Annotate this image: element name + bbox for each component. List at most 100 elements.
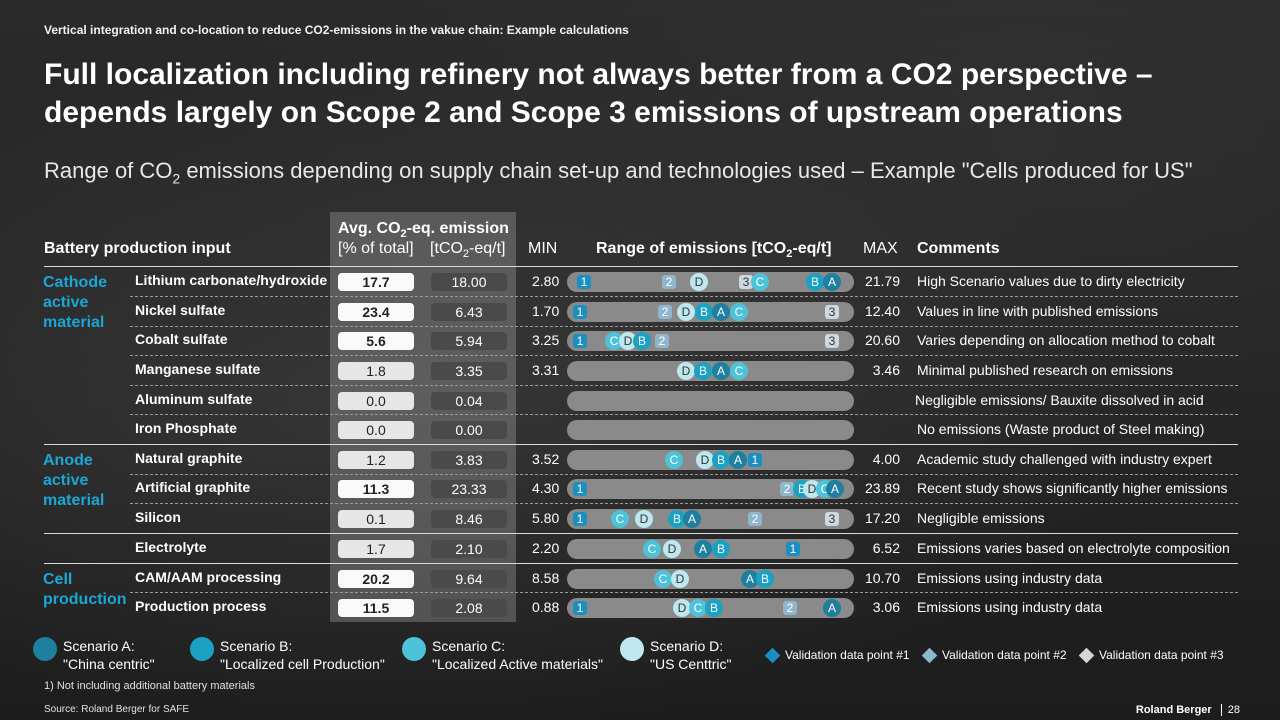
page-number: 28 bbox=[1220, 704, 1240, 716]
scenario-b-marker: B bbox=[756, 570, 774, 588]
legend-scenario-a: Scenario A: "China centric" bbox=[63, 638, 155, 672]
source: Source: Roland Berger for SAFE bbox=[44, 704, 190, 715]
header-comments: Comments bbox=[917, 240, 1000, 257]
row-divider bbox=[130, 355, 1238, 356]
header-rule bbox=[44, 266, 1238, 267]
row-label: Production process bbox=[135, 598, 267, 614]
scenario-a-marker: A bbox=[712, 303, 730, 321]
scenario-c-marker: C bbox=[654, 570, 672, 588]
scenario-c-marker: C bbox=[751, 273, 769, 291]
legend-validation-1: Validation data point #1 bbox=[785, 648, 910, 662]
scenario-d-swatch bbox=[620, 637, 644, 661]
pct-value: 0.1 bbox=[338, 510, 414, 528]
range-track bbox=[567, 420, 854, 440]
validation-2-marker: 2 bbox=[658, 305, 672, 319]
comment: Academic study challenged with industry … bbox=[917, 451, 1212, 467]
row-label: Natural graphite bbox=[135, 450, 243, 466]
header-input: Battery production input bbox=[44, 240, 231, 257]
category-anode-line2: active bbox=[43, 472, 89, 489]
t-value: 2.10 bbox=[431, 540, 507, 558]
scenario-d-marker: D bbox=[635, 510, 653, 528]
footnote: 1) Not including additional battery mate… bbox=[44, 680, 255, 692]
title-line-2: depends largely on Scope 2 and Scope 3 e… bbox=[44, 96, 1123, 129]
min-value: 5.80 bbox=[532, 510, 560, 526]
category-anode-line1: Anode bbox=[43, 452, 93, 469]
min-value: 2.20 bbox=[532, 540, 560, 556]
range-track bbox=[567, 272, 854, 292]
comment: Negligible emissions/ Bauxite dissolved … bbox=[915, 392, 1204, 408]
validation-2-marker: 2 bbox=[780, 482, 794, 496]
comment: Recent study shows significantly higher … bbox=[917, 480, 1228, 496]
row-label: CAM/AAM processing bbox=[135, 569, 282, 585]
min-value: 3.31 bbox=[532, 362, 560, 378]
page-title: Full localization including refinery not… bbox=[44, 56, 1244, 132]
scenario-a-swatch bbox=[33, 637, 57, 661]
t-value: 0.00 bbox=[431, 421, 507, 439]
category-anode-line3: material bbox=[43, 492, 105, 509]
legend-validation-2: Validation data point #2 bbox=[942, 648, 1067, 662]
group-rule bbox=[44, 563, 1238, 564]
scenario-b-marker: B bbox=[695, 303, 713, 321]
t-value: 18.00 bbox=[431, 273, 507, 291]
scenario-b-marker: B bbox=[694, 362, 712, 380]
header-avg-sub: 2 bbox=[400, 228, 407, 241]
validation-1-marker: 1 bbox=[748, 453, 762, 467]
category-cathode: Cathode active material bbox=[43, 273, 107, 333]
scenario-c-marker: C bbox=[611, 510, 629, 528]
pct-value: 11.3 bbox=[338, 480, 414, 498]
max-value: 17.20 bbox=[864, 510, 900, 526]
validation-3-marker: 3 bbox=[825, 334, 839, 348]
validation-1-diamond-icon bbox=[764, 647, 781, 664]
header-range-post: -eq/t] bbox=[792, 240, 832, 257]
scenario-a-marker: A bbox=[741, 570, 759, 588]
validation-2-marker: 2 bbox=[748, 512, 762, 526]
header-avg-t: [tCO2-eq/t] bbox=[430, 240, 505, 260]
pct-value: 0.0 bbox=[338, 421, 414, 439]
pct-value: 20.2 bbox=[338, 570, 414, 588]
validation-2-marker: 2 bbox=[783, 601, 797, 615]
min-value: 0.88 bbox=[532, 599, 560, 615]
category-anode: Anode active material bbox=[43, 451, 104, 511]
t-value: 5.94 bbox=[431, 332, 507, 350]
comment: Emissions using industry data bbox=[917, 570, 1103, 586]
scenario-c-swatch bbox=[402, 637, 426, 661]
header-avg-pre: Avg. CO bbox=[338, 220, 401, 237]
scenario-a-marker: A bbox=[826, 480, 844, 498]
subtitle-pre: Range of CO bbox=[44, 158, 173, 183]
row-label: Nickel sulfate bbox=[135, 302, 226, 318]
row-divider bbox=[130, 474, 1238, 475]
scenario-d-marker: D bbox=[673, 599, 691, 617]
header-avg-post: -eq. emission bbox=[406, 220, 509, 237]
header-avg-pct: [% of total] bbox=[338, 240, 414, 257]
t-value: 23.33 bbox=[431, 480, 507, 498]
pct-value: 1.7 bbox=[338, 540, 414, 558]
pct-value: 1.2 bbox=[338, 451, 414, 469]
scenario-b-marker: B bbox=[712, 451, 730, 469]
header-range-sub: 2 bbox=[786, 248, 793, 261]
t-value: 2.08 bbox=[431, 599, 507, 617]
scenario-b-swatch bbox=[190, 637, 214, 661]
comment: Emissions varies based on electrolyte co… bbox=[917, 540, 1230, 556]
category-cell-line2: production bbox=[43, 591, 127, 608]
scenario-b-marker: B bbox=[806, 273, 824, 291]
comment: Emissions using industry data bbox=[917, 599, 1103, 615]
pct-value: 23.4 bbox=[338, 303, 414, 321]
legend-scenario-c: Scenario C: "Localized Active materials" bbox=[432, 638, 604, 672]
subtitle-sub: 2 bbox=[172, 170, 181, 187]
scenario-d-marker: D bbox=[677, 303, 695, 321]
header-avg-t-post: -eq/t] bbox=[469, 240, 506, 257]
pct-value: 1.8 bbox=[338, 362, 414, 380]
comment: Varies depending on allocation method to… bbox=[917, 332, 1215, 348]
min-value: 2.80 bbox=[532, 273, 560, 289]
scenario-b-marker: B bbox=[712, 540, 730, 558]
scenario-b-marker: B bbox=[633, 332, 651, 350]
t-value: 3.35 bbox=[431, 362, 507, 380]
row-label: Silicon bbox=[135, 509, 181, 525]
min-value: 4.30 bbox=[532, 480, 560, 496]
subtitle: Range of CO2 emissions depending on supp… bbox=[44, 158, 1193, 186]
header-range: Range of emissions [tCO2-eq/t] bbox=[596, 240, 831, 260]
row-divider bbox=[130, 414, 1238, 415]
legend-validation-3: Validation data point #3 bbox=[1099, 648, 1224, 662]
validation-1-marker: 1 bbox=[577, 275, 591, 289]
scenario-a-marker: A bbox=[694, 540, 712, 558]
